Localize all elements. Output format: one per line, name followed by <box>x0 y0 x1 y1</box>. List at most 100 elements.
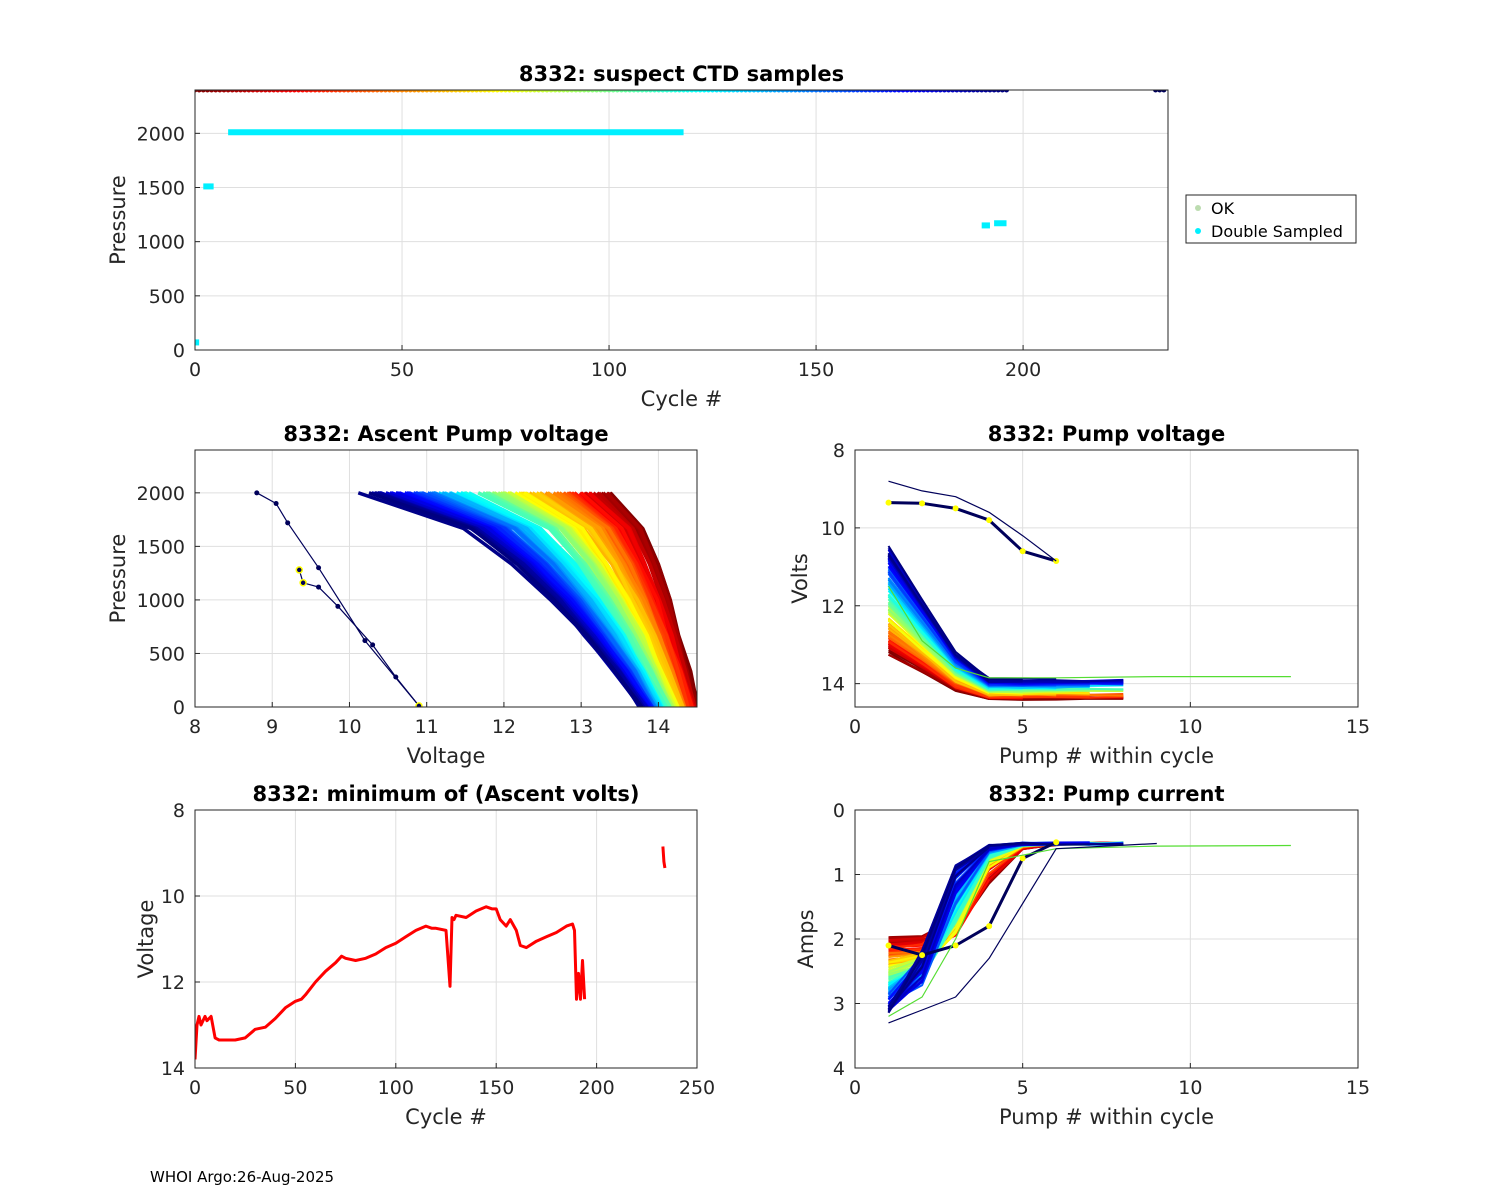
cycle-color-marker <box>693 90 699 93</box>
pump-current-highlight-point <box>1053 839 1060 846</box>
ascent-highlight-marker <box>415 702 423 707</box>
ascent-profile-line <box>368 491 644 707</box>
cycle-color-marker <box>676 90 682 93</box>
x-tick-label: 15 <box>1346 716 1370 738</box>
cycle-color-marker <box>834 90 840 93</box>
cycle-color-marker <box>267 90 273 93</box>
pump-voltage-series-line <box>887 585 1291 679</box>
cycle-color-marker <box>867 90 873 93</box>
pump-current-series-line <box>888 840 1057 957</box>
cycle-color-marker <box>474 90 480 93</box>
x-tick-label: 15 <box>1346 1077 1370 1099</box>
cycle-color-marker <box>552 90 558 93</box>
y-tick-label: 0 <box>173 340 185 362</box>
ascent-late-cycle-point <box>285 520 291 526</box>
ascent-late-cycle-point <box>296 567 302 573</box>
pump-current-line <box>887 842 1023 1011</box>
pump-current-series-line <box>888 842 1157 1024</box>
cycle-color-marker <box>933 90 939 93</box>
cycle-color-marker <box>374 90 380 93</box>
y-tick-label: 1000 <box>137 232 185 254</box>
cycle-color-marker <box>233 90 239 93</box>
cycle-color-marker <box>469 90 475 93</box>
cycle-color-marker <box>627 90 633 93</box>
cycle-color-marker <box>755 90 761 93</box>
cycle-color-marker <box>701 90 707 93</box>
cycle-color-marker <box>341 90 347 93</box>
legend-marker-double-sampled <box>1195 228 1201 234</box>
cycle-color-marker <box>345 90 351 93</box>
cycle-color-marker <box>333 90 339 93</box>
plot-area <box>195 90 1168 350</box>
cycle-color-marker <box>904 90 910 93</box>
legend: OK Double Sampled <box>1185 194 1357 244</box>
x-axis-label: Cycle # <box>405 1105 487 1129</box>
cycle-color-marker <box>768 90 774 93</box>
cycle-color-marker <box>254 90 260 93</box>
y-tick-label: 12 <box>161 972 185 994</box>
ascent-late-cycle-point <box>335 603 341 609</box>
pump-current-highlight-point <box>986 923 993 930</box>
cycle-color-marker <box>925 90 931 93</box>
minimum-voltage-line <box>195 905 587 1060</box>
cycle-color-marker <box>540 90 546 93</box>
ascent-late-cycle-point <box>393 674 399 680</box>
minimum-voltage-line-late <box>661 846 667 869</box>
x-tick-label: 12 <box>492 716 516 738</box>
y-tick-label: 1000 <box>137 590 185 612</box>
cycle-color-marker <box>838 90 844 93</box>
cycle-color-marker <box>523 90 529 93</box>
cycle-color-marker <box>225 90 231 93</box>
y-axis-label: Pressure <box>106 175 130 265</box>
cycle-color-marker <box>788 90 794 93</box>
y-tick-label: 500 <box>149 643 185 665</box>
x-tick-label: 14 <box>646 716 670 738</box>
cycle-color-marker <box>217 90 223 93</box>
cycle-color-marker <box>565 90 571 93</box>
cycle-color-marker <box>896 90 902 93</box>
cycle-color-marker <box>453 90 459 93</box>
ascent-highlight-marker <box>299 579 307 587</box>
cycle-color-marker <box>560 90 566 93</box>
pump-current-highlight-point <box>919 952 926 959</box>
cycle-color-marker <box>743 90 749 93</box>
cycle-color-marker <box>316 90 322 93</box>
cycle-color-marker <box>585 90 591 93</box>
cycle-color-marker <box>730 90 736 93</box>
cycle-color-marker <box>950 90 956 93</box>
cycle-color-marker <box>618 90 624 93</box>
y-tick-label: 14 <box>821 674 845 696</box>
cycle-color-marker <box>610 90 616 93</box>
cycle-color-marker <box>664 90 670 93</box>
ascent-late-cycle-point <box>316 584 322 590</box>
cycle-color-marker <box>556 90 562 93</box>
x-tick-label: 150 <box>478 1077 514 1099</box>
cycle-color-marker <box>825 90 831 93</box>
cycle-color-marker <box>432 90 438 93</box>
x-tick-label: 8 <box>189 716 201 738</box>
cycle-color-marker <box>378 90 384 93</box>
ascent-late-cycle-line <box>256 492 420 707</box>
x-tick-label: 50 <box>283 1077 307 1099</box>
cycle-color-marker <box>631 90 637 93</box>
cycle-color-marker <box>726 90 732 93</box>
pump-voltage-line <box>887 545 1023 681</box>
cycle-color-marker <box>304 90 310 93</box>
cycle-color-marker <box>979 90 985 93</box>
cycle-color-marker <box>440 90 446 93</box>
cycle-color-marker <box>987 90 993 93</box>
cycle-color-marker <box>797 90 803 93</box>
cycle-color-marker <box>312 90 318 93</box>
cycle-color-marker <box>656 90 662 93</box>
x-tick-label: 13 <box>569 716 593 738</box>
ascent-profile-line <box>403 491 652 707</box>
cycle-color-marker <box>544 90 550 93</box>
cycle-color-marker <box>358 90 364 93</box>
ascent-late-cycle-point <box>254 490 260 496</box>
cycle-color-marker <box>821 90 827 93</box>
double-sampled-band <box>981 222 990 229</box>
cycle-color-marker <box>478 90 484 93</box>
x-tick-label: 50 <box>390 359 414 381</box>
cycle-color-marker <box>1157 90 1163 93</box>
chart-title: 8332: Pump voltage <box>988 422 1226 446</box>
